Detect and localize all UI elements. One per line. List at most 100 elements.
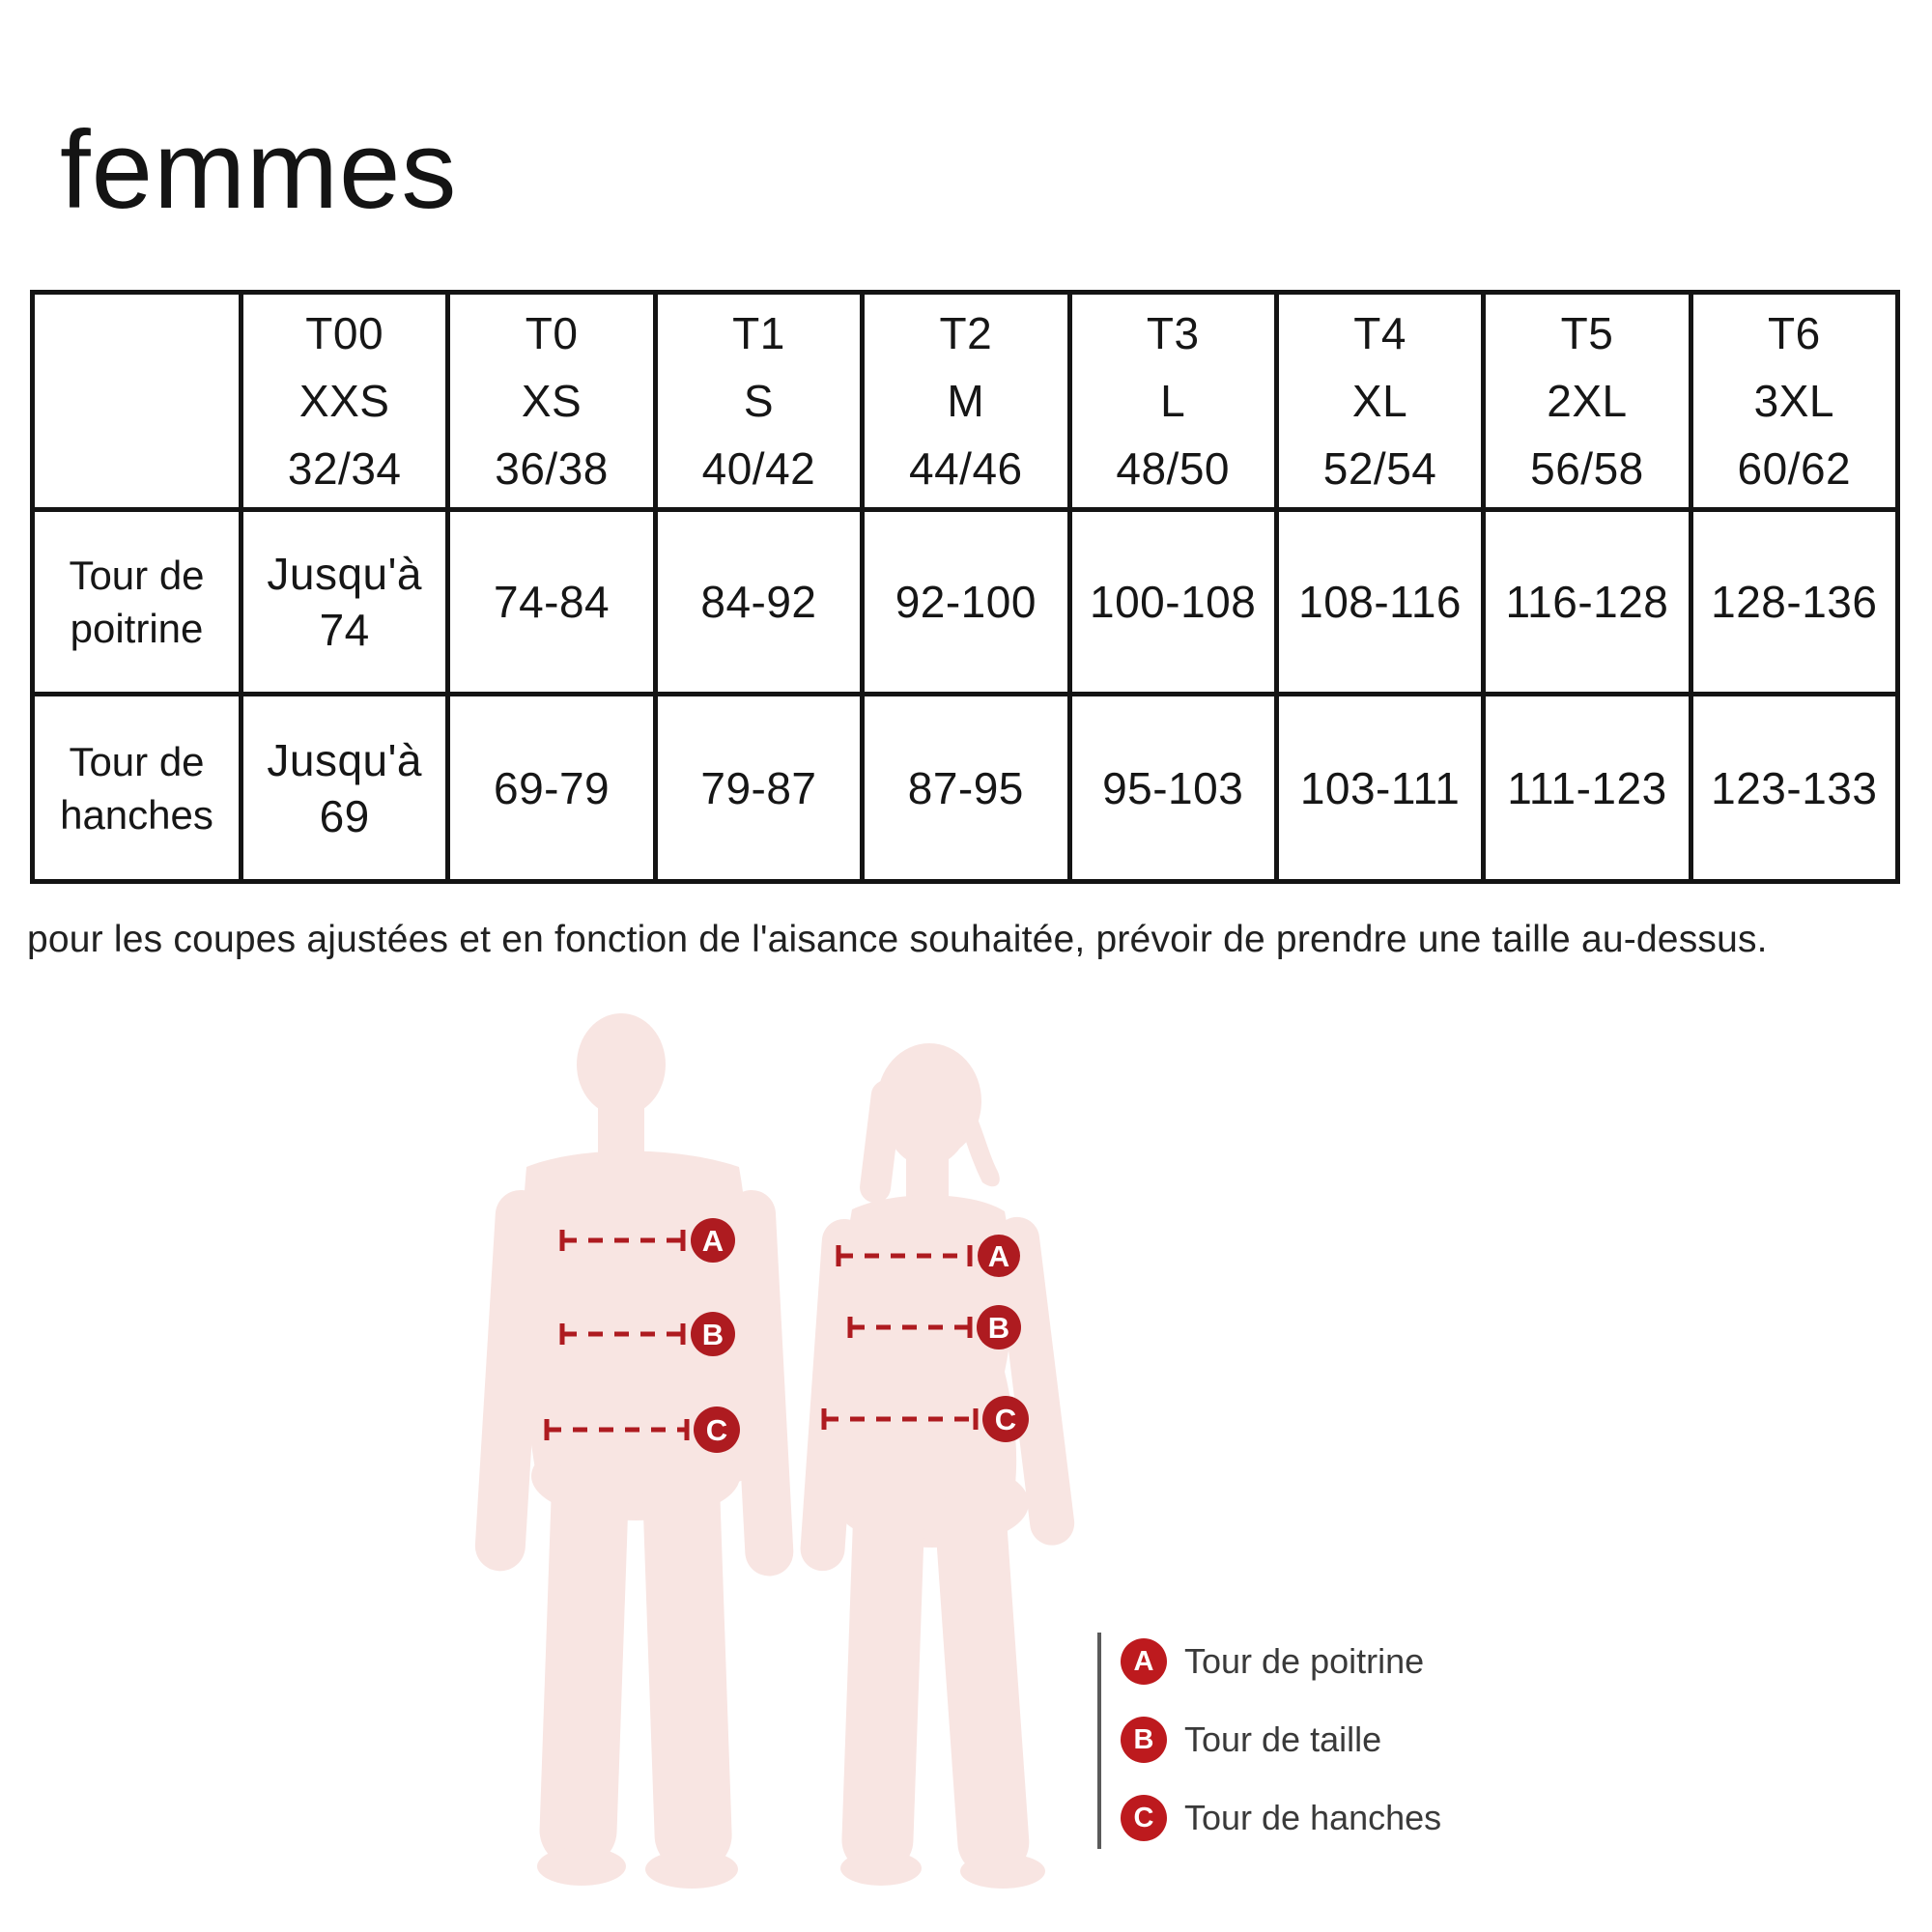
size-intl: XL	[1351, 376, 1408, 426]
legend-badge-b: B	[1121, 1717, 1167, 1763]
size-intl: S	[743, 376, 775, 426]
marker-letter-c: C	[995, 1403, 1016, 1436]
size-code: T5	[1560, 308, 1614, 358]
marker-badge-a	[691, 1218, 735, 1263]
size-column-t3: T3 L 48/50	[1066, 290, 1279, 512]
marker-badge-a	[978, 1235, 1020, 1277]
size-intl: M	[947, 376, 985, 426]
female-hair-strand	[860, 1079, 902, 1204]
size-intl: 3XL	[1753, 376, 1834, 426]
marker-letter-c: C	[706, 1413, 727, 1447]
male-head	[577, 1013, 666, 1116]
size-column-t0: T0 XS 36/38	[445, 290, 658, 512]
size-fr: 32/34	[287, 443, 402, 494]
chest-value: 128-136	[1688, 507, 1901, 696]
size-code: T6	[1767, 308, 1821, 358]
male-waist-marker: B	[559, 1312, 735, 1356]
chest-value: Jusqu'à 74	[238, 507, 451, 696]
table-row-hips: Tour de hanches Jusqu'à 69 69-79 79-87 8…	[30, 692, 1901, 884]
female-hair	[877, 1043, 981, 1159]
size-column-t5: T5 2XL 56/58	[1481, 290, 1693, 512]
male-right-leg	[642, 1453, 732, 1872]
female-right-foot	[960, 1854, 1045, 1889]
legend-label-chest: Tour de poitrine	[1184, 1641, 1425, 1681]
male-hips	[531, 1432, 740, 1520]
male-left-foot	[537, 1847, 626, 1886]
legend-letter-b: B	[1133, 1723, 1154, 1755]
female-left-foot	[840, 1851, 922, 1886]
measurement-legend: A Tour de poitrine B Tour de taille C To…	[1097, 1633, 1441, 1849]
male-left-arm	[474, 1189, 546, 1572]
female-neck	[906, 1154, 949, 1205]
legend-label-hips: Tour de hanches	[1184, 1798, 1442, 1837]
chest-value: 92-100	[860, 507, 1072, 696]
female-left-arm	[800, 1218, 867, 1572]
size-intl: L	[1160, 376, 1186, 426]
chest-value: 108-116	[1273, 507, 1487, 696]
size-code: T2	[939, 308, 993, 358]
marker-badge-b	[977, 1305, 1021, 1350]
hips-value: 69-79	[445, 692, 658, 884]
hips-value: Jusqu'à 69	[238, 692, 451, 884]
female-hair-flick	[952, 1084, 1000, 1187]
legend-label-waist: Tour de taille	[1184, 1719, 1382, 1759]
male-silhouette	[474, 1013, 794, 1889]
size-intl: 2XL	[1547, 376, 1628, 426]
hips-value: 95-103	[1066, 692, 1279, 884]
size-code: T4	[1353, 308, 1406, 358]
hips-value: 87-95	[860, 692, 1072, 884]
size-table-header-row: T00 XXS 32/34 T0 XS 36/38 T1 S 40/42 T2 …	[30, 290, 1901, 512]
female-silhouette	[800, 1043, 1075, 1889]
female-torso	[845, 1195, 1017, 1521]
size-column-t4: T4 XL 52/54	[1273, 290, 1487, 512]
size-column-t1: T1 S 40/42	[652, 290, 866, 512]
hips-value: 103-111	[1273, 692, 1487, 884]
male-neck	[598, 1101, 644, 1159]
legend-item-hips: C Tour de hanches	[1121, 1795, 1441, 1841]
size-fr: 36/38	[495, 443, 609, 494]
size-fr: 40/42	[701, 443, 816, 494]
marker-badge-c	[982, 1396, 1029, 1442]
size-code: T1	[732, 308, 785, 358]
table-row-chest: Tour de poitrine Jusqu'à 74 74-84 84-92 …	[30, 507, 1901, 696]
size-code: T0	[525, 308, 579, 358]
size-fr: 44/46	[909, 443, 1023, 494]
marker-letter-b: B	[702, 1318, 724, 1351]
size-column-t2: T2 M 44/46	[860, 290, 1072, 512]
legend-letter-c: C	[1133, 1802, 1154, 1833]
size-fr: 60/62	[1737, 443, 1852, 494]
chest-value: 100-108	[1066, 507, 1279, 696]
row-label-hips: Tour de hanches	[30, 692, 243, 884]
male-hips-marker: C	[544, 1406, 740, 1453]
marker-letter-a: A	[702, 1224, 724, 1258]
female-left-leg	[841, 1487, 924, 1874]
male-left-leg	[539, 1453, 629, 1867]
legend-badge-c: C	[1121, 1795, 1167, 1841]
female-hips	[836, 1459, 1029, 1548]
legend-badge-a: A	[1121, 1638, 1167, 1685]
legend-letter-a: A	[1133, 1645, 1154, 1677]
chest-value: 74-84	[445, 507, 658, 696]
female-waist-marker: B	[847, 1305, 1021, 1350]
marker-letter-b: B	[988, 1311, 1009, 1345]
legend-item-waist: B Tour de taille	[1121, 1717, 1441, 1763]
corner-cell	[30, 290, 243, 512]
hips-value: 111-123	[1481, 692, 1693, 884]
female-head	[885, 1065, 970, 1166]
size-intl: XXS	[298, 376, 390, 426]
chest-value: 116-128	[1481, 507, 1693, 696]
size-column-t6: T6 3XL 60/62	[1688, 290, 1901, 512]
marker-badge-c	[694, 1406, 740, 1453]
size-table: T00 XXS 32/34 T0 XS 36/38 T1 S 40/42 T2 …	[30, 290, 1901, 884]
size-intl: XS	[521, 376, 582, 426]
size-code: T00	[305, 308, 384, 358]
size-fr: 56/58	[1530, 443, 1644, 494]
chest-value: 84-92	[652, 507, 866, 696]
male-right-foot	[645, 1850, 738, 1889]
size-column-t00: T00 XXS 32/34	[238, 290, 451, 512]
fit-note: pour les coupes ajustées et en fonction …	[27, 919, 1768, 960]
male-torso	[521, 1151, 753, 1497]
hips-value: 123-133	[1688, 692, 1901, 884]
size-fr: 52/54	[1322, 443, 1437, 494]
